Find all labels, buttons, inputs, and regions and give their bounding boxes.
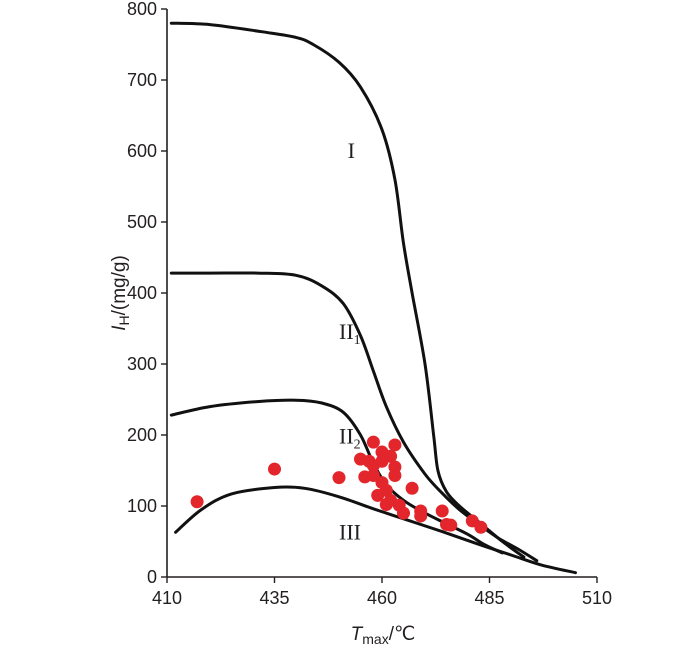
y-tick-label: 400 xyxy=(127,283,157,303)
y-tick-label: 200 xyxy=(127,425,157,445)
y-tick-label: 800 xyxy=(127,0,157,19)
ticks: 0 100 200 300 400 500 600 700 800 410 435 460 485 510 xyxy=(127,0,612,608)
region-label: III xyxy=(339,519,361,544)
region-label-main: II xyxy=(339,319,354,344)
data-point xyxy=(388,460,402,474)
x-axis-title-sub: max xyxy=(362,631,388,647)
data-point xyxy=(379,483,393,497)
x-tick-label: 485 xyxy=(474,588,504,608)
boundary-curve-2 xyxy=(169,271,539,563)
y-axis-title: IH/(mg/g) xyxy=(109,255,132,331)
y-tick-label: 100 xyxy=(127,496,157,516)
y-axis-title-unit: /(mg/g) xyxy=(109,255,130,315)
data-point xyxy=(366,468,380,482)
boundary-curve-4 xyxy=(174,485,577,575)
region-label: II2 xyxy=(339,424,361,453)
data-point xyxy=(384,449,398,463)
region-label-sub: 1 xyxy=(354,333,361,348)
x-axis-title-main: T xyxy=(351,624,364,645)
x-tick-label: 510 xyxy=(582,588,612,608)
y-axis-title-sub: H xyxy=(116,315,132,325)
data-points xyxy=(190,435,488,534)
y-tick-label: 300 xyxy=(127,354,157,374)
region-label-main: III xyxy=(339,519,361,544)
y-axis-title-main: I xyxy=(109,325,130,331)
data-point xyxy=(414,504,428,518)
data-point xyxy=(332,471,346,485)
region-label-main: I xyxy=(348,138,355,163)
x-axis-title-unit: /℃ xyxy=(389,624,416,645)
region-label-sub: 2 xyxy=(354,438,361,453)
x-axis-title: Tmax/℃ xyxy=(351,624,416,647)
data-point xyxy=(190,495,204,509)
data-point xyxy=(388,438,402,452)
y-tick-label: 0 xyxy=(147,567,157,587)
region-label: II1 xyxy=(339,319,361,348)
y-tick-label: 500 xyxy=(127,212,157,232)
data-point xyxy=(268,462,281,476)
data-point xyxy=(397,506,410,520)
data-point xyxy=(474,520,488,534)
boundary-curves xyxy=(169,21,577,575)
region-label-main: II xyxy=(339,424,354,449)
y-tick-label: 600 xyxy=(127,141,157,161)
data-point xyxy=(366,435,380,449)
x-tick-label: 410 xyxy=(152,588,182,608)
data-point xyxy=(444,518,458,532)
boundary-curve-1 xyxy=(169,21,526,559)
x-tick-label: 435 xyxy=(259,588,289,608)
data-point xyxy=(435,504,449,518)
data-point xyxy=(405,481,419,495)
region-label: I xyxy=(348,138,355,163)
y-tick-label: 700 xyxy=(127,70,157,90)
x-tick-label: 460 xyxy=(367,588,397,608)
